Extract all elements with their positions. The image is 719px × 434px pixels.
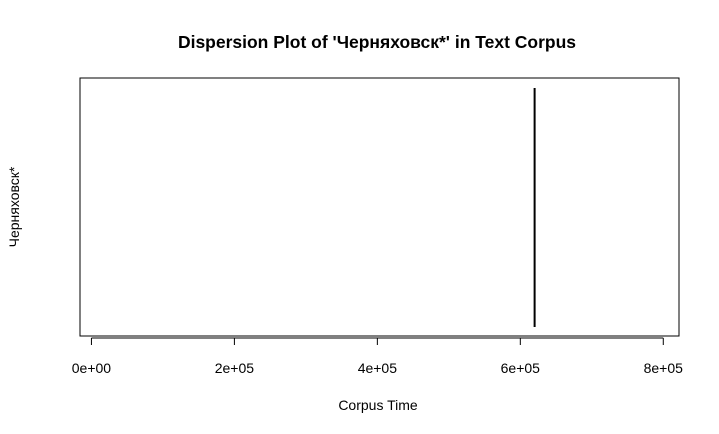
x-axis-label: Corpus Time xyxy=(338,397,418,413)
x-tick-label: 4e+05 xyxy=(358,360,398,376)
x-tick-label: 0e+00 xyxy=(72,360,112,376)
x-axis: 0e+00 2e+05 4e+05 6e+05 8e+05 xyxy=(72,337,684,376)
x-tick-label: 8e+05 xyxy=(644,360,684,376)
plot-area-frame xyxy=(79,77,680,337)
chart-title: Dispersion Plot of 'Черняховск*' in Text… xyxy=(178,32,576,52)
y-axis-label: Черняховск* xyxy=(6,166,22,247)
x-tick-label: 6e+05 xyxy=(501,360,541,376)
x-tick-label: 2e+05 xyxy=(215,360,255,376)
